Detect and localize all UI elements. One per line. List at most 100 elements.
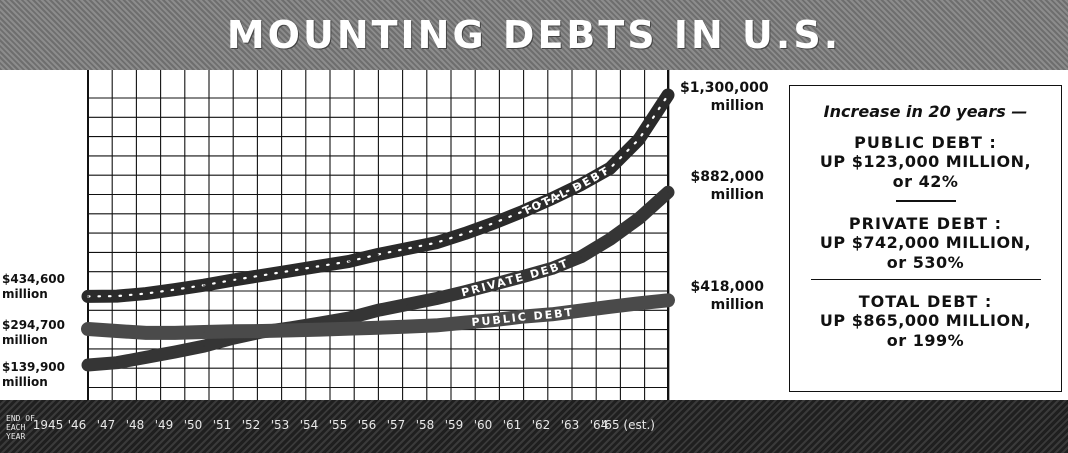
x-tick-label: '49 — [154, 418, 174, 432]
data-point-public-debt — [609, 306, 611, 308]
data-point-private-debt — [580, 255, 582, 258]
x-tick-label: '51 — [212, 418, 232, 432]
increase-box: Increase in 20 years — PUBLIC DEBT : UP … — [789, 85, 1062, 392]
title-banner — [0, 0, 1068, 70]
private-debt-amount: UP $742,000 MILLION, — [819, 232, 1032, 252]
total-debt-percent: or 199% — [886, 331, 965, 350]
data-point-total-debt — [464, 232, 466, 235]
series-label-total-debt: TOTAL DEBT — [521, 164, 612, 218]
data-point-private-debt — [348, 317, 350, 319]
data-point-total-debt — [290, 269, 292, 272]
data-point-private-debt — [377, 309, 379, 312]
x-tick-label: '62 — [531, 418, 551, 432]
data-point-private-debt — [87, 364, 89, 366]
data-point-public-debt — [348, 327, 350, 330]
x-tick-label: '60 — [473, 418, 493, 432]
left-label-total: $434,600 million — [2, 272, 86, 302]
x-axis-bar — [0, 400, 1068, 453]
data-point-total-debt — [493, 222, 495, 224]
data-point-public-debt — [464, 321, 466, 324]
x-tick-label: '56 — [357, 418, 377, 432]
data-point-public-debt — [406, 325, 408, 328]
data-point-private-debt — [667, 191, 669, 194]
data-point-private-debt — [551, 267, 553, 270]
data-point-private-debt — [464, 290, 466, 293]
data-point-total-debt — [319, 265, 321, 267]
data-point-total-debt — [551, 197, 553, 200]
data-point-private-debt — [522, 275, 524, 278]
right-label-total: $1,300,000 million — [680, 79, 769, 115]
x-tick-label: '59 — [444, 418, 464, 432]
series-label-public-debt: PUBLIC DEBT — [471, 305, 575, 329]
total-debt-heading: TOTAL DEBT : — [858, 292, 993, 311]
right-label-public-value: $418,000 — [690, 279, 764, 295]
data-point-total-debt — [580, 183, 582, 186]
data-point-public-debt — [261, 330, 263, 332]
left-label-public: $294,700 million — [2, 318, 86, 348]
public-debt-heading: PUBLIC DEBT : — [854, 133, 997, 152]
left-label-total-value: $434,600 — [2, 272, 66, 286]
right-label-total-unit: million — [710, 98, 764, 114]
x-tick-label: '46 — [67, 418, 87, 432]
data-point-total-debt — [377, 253, 379, 256]
data-point-public-debt — [551, 313, 553, 316]
data-point-private-debt — [435, 297, 437, 300]
x-tick-label: 1945 — [32, 418, 64, 432]
total-debt-amount: UP $865,000 MILLION, — [819, 311, 1032, 330]
x-tick-label: '63 — [560, 418, 580, 432]
data-point-total-debt — [174, 288, 176, 291]
data-point-private-debt — [203, 345, 205, 347]
x-tick-label: '48 — [125, 418, 145, 432]
data-point-total-debt — [87, 295, 89, 298]
x-tick-label: '58 — [415, 418, 435, 432]
left-label-total-unit: million — [2, 287, 48, 301]
left-label-private-unit: million — [2, 375, 48, 389]
x-tick-label: '61 — [502, 418, 522, 432]
x-tick-label: '65 (est.) — [601, 418, 655, 432]
data-point-public-debt — [145, 332, 147, 334]
data-point-public-debt — [522, 315, 524, 318]
data-point-public-debt — [667, 299, 669, 302]
data-point-total-debt — [232, 279, 234, 281]
x-tick-label: '52 — [241, 418, 261, 432]
data-point-total-debt — [203, 284, 205, 286]
data-point-public-debt — [87, 328, 89, 330]
x-tick-label: '47 — [96, 418, 116, 432]
data-point-public-debt — [174, 332, 176, 334]
data-point-private-debt — [493, 283, 495, 286]
data-point-total-debt — [116, 295, 118, 297]
right-label-private-value: $882,000 — [690, 169, 764, 185]
data-point-public-debt — [435, 324, 437, 327]
data-point-private-debt — [116, 361, 118, 364]
data-point-public-debt — [116, 330, 118, 332]
left-label-private: $139,900 million — [2, 360, 86, 390]
data-point-public-debt — [319, 328, 321, 331]
private-debt-heading: PRIVATE DEBT : — [848, 213, 1003, 233]
x-tick-label: '64 — [589, 418, 609, 432]
right-label-private-unit: million — [710, 187, 764, 203]
chart-title: MOUNTING DEBTS IN U.S. — [226, 13, 842, 57]
data-point-total-debt — [638, 138, 640, 141]
data-point-private-debt — [145, 356, 147, 359]
right-label-total-value: $1,300,000 — [680, 80, 769, 96]
data-point-total-debt — [667, 94, 669, 96]
x-tick-label: '53 — [270, 418, 290, 432]
data-point-total-debt — [261, 274, 263, 277]
data-point-public-debt — [377, 326, 379, 329]
data-point-private-debt — [406, 303, 408, 306]
data-point-total-debt — [145, 292, 147, 295]
public-debt-amount: UP $123,000 MILLION, — [819, 152, 1032, 171]
data-point-private-debt — [174, 351, 176, 353]
data-point-total-debt — [348, 260, 350, 263]
left-label-public-value: $294,700 — [2, 318, 66, 332]
data-point-total-debt — [522, 210, 524, 213]
data-point-private-debt — [609, 238, 611, 241]
public-debt-percent: or 42% — [892, 172, 959, 191]
data-point-public-debt — [580, 309, 582, 312]
x-tick-label: '57 — [386, 418, 406, 432]
data-point-total-debt — [435, 242, 437, 244]
x-tick-label: '54 — [299, 418, 319, 432]
data-point-total-debt — [609, 167, 611, 170]
left-label-private-value: $139,900 — [2, 360, 66, 374]
